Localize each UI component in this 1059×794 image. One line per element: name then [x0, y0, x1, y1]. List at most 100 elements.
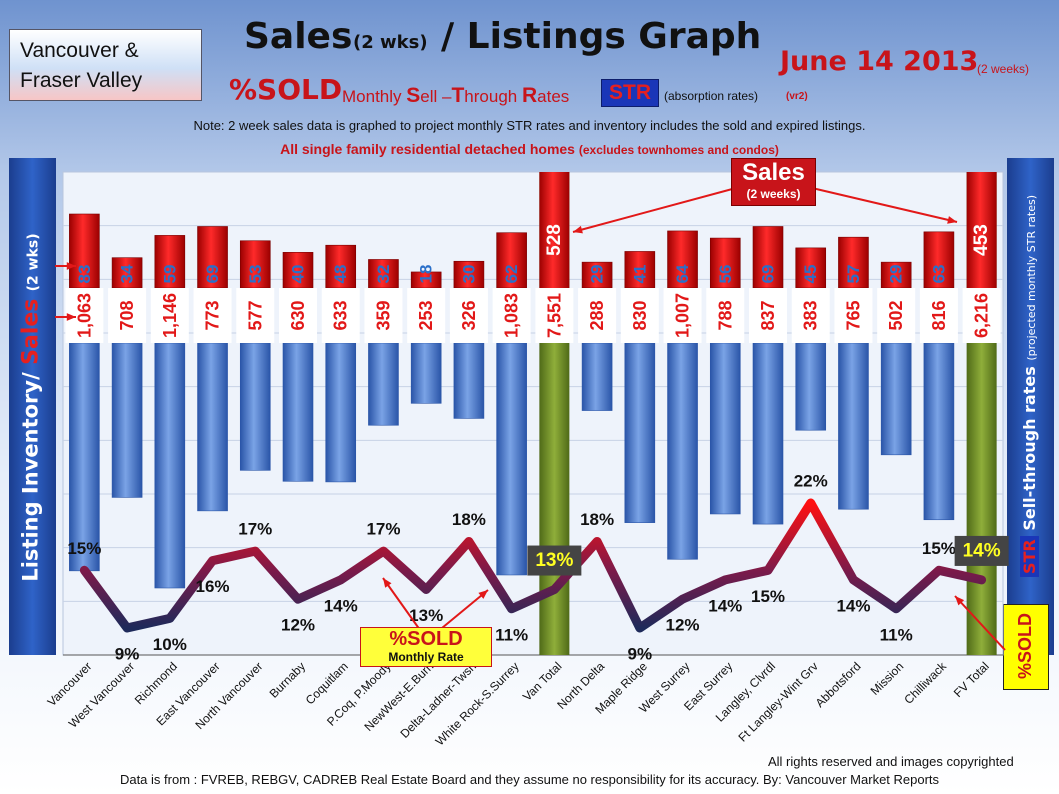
- sales-value-label: 69: [759, 265, 778, 284]
- str-value-label: 11%: [495, 625, 528, 644]
- sales-bar: [69, 213, 100, 289]
- callout-arrowhead: [573, 225, 583, 234]
- str-value-label: 15%: [751, 587, 785, 606]
- str-value-label: 18%: [580, 510, 614, 529]
- sales-value-label: 29: [887, 265, 906, 284]
- inventory-value-label: 1,007: [673, 293, 693, 338]
- category-label: Chilliwack: [901, 659, 949, 707]
- sold-rate-legend-title: %SOLD: [389, 628, 463, 650]
- sales-value-label: 18: [417, 265, 436, 284]
- sales-bar: [325, 244, 357, 289]
- sales-bar: [966, 172, 997, 288]
- inventory-bar: [581, 342, 613, 411]
- sales-bar: [581, 261, 613, 289]
- str-value-label: 17%: [238, 520, 272, 539]
- sold-rate-legend: %SOLD Monthly Rate: [360, 627, 492, 667]
- inventory-label-bg: [706, 288, 745, 343]
- sales-callout: Sales (2 weeks): [731, 158, 816, 206]
- subtitle-s: S: [406, 84, 421, 107]
- sales-value-label: 56: [716, 265, 735, 284]
- sales-bar: [111, 257, 143, 289]
- str-value-label: 13%: [535, 550, 573, 571]
- inventory-value-label: 288: [587, 300, 607, 330]
- inventory-label-bg: [877, 288, 916, 343]
- subtitle-ates: ates: [537, 87, 570, 106]
- callout-arrow: [572, 187, 737, 233]
- inventory-value-label: 253: [416, 300, 436, 330]
- inventory-value-label: 765: [843, 300, 863, 330]
- sales-bar: [923, 231, 955, 289]
- str-value-label: 10%: [153, 635, 187, 654]
- inventory-label-bg: [919, 288, 958, 343]
- inventory-value-label: 577: [245, 300, 265, 330]
- title-period: (2 wks): [353, 32, 428, 53]
- inventory-bar: [709, 342, 741, 515]
- inventory-value-label: 630: [288, 300, 308, 330]
- str-value-label: 15%: [922, 539, 956, 558]
- str-value-label: 9%: [115, 645, 140, 664]
- str-value-label: 11%: [880, 625, 913, 644]
- sales-value-label: 29: [588, 265, 607, 284]
- inventory-label-bg: [535, 288, 574, 343]
- sales-value-label: 453: [971, 224, 992, 256]
- str-value-label: 12%: [666, 616, 700, 635]
- inventory-value-label: 830: [630, 300, 650, 330]
- scope-detail: (excludes townhomes and condos): [578, 143, 779, 157]
- sales-bar: [752, 226, 784, 289]
- inventory-value-label: 788: [715, 300, 735, 330]
- subtitle-sell-through: Monthly Sell –Through Rates: [342, 84, 569, 108]
- inventory-label-bg: [279, 288, 317, 343]
- sales-bar: [282, 252, 314, 289]
- category-label: White Rock-S.Surrey: [433, 659, 522, 748]
- category-label: Mission: [868, 659, 907, 698]
- source-text: Data is from : FVREB, REBGV, CADREB Real…: [119, 772, 940, 787]
- report-date: June 14 2013: [780, 46, 979, 77]
- inventory-label-bg: [962, 288, 1001, 343]
- callout-arrowhead: [478, 590, 488, 599]
- inventory-value-label: 326: [459, 300, 479, 330]
- note-text: Note: 2 week sales data is graphed to pr…: [193, 118, 866, 133]
- subtitle-version: (vr2): [786, 91, 808, 102]
- inventory-bar: [325, 342, 357, 483]
- inventory-value-label: 1,146: [160, 293, 180, 338]
- sold-rate-legend-sub: Monthly Rate: [388, 650, 464, 664]
- chart-callout-arrows: [55, 187, 1006, 651]
- inventory-bar: [496, 342, 527, 576]
- subtitle-monthly: Monthly: [342, 87, 402, 106]
- sales-bar: [838, 236, 869, 289]
- sales-value-label: 63: [929, 265, 948, 284]
- sales-bar: [496, 232, 527, 289]
- callout-arrowhead: [955, 596, 965, 606]
- sales-value-label: 40: [289, 265, 308, 284]
- subtitle-absorption: (absorption rates): [664, 89, 759, 103]
- str-value-label: 14%: [836, 596, 870, 615]
- inventory-bar: [197, 342, 228, 512]
- callout-arrow: [811, 187, 958, 223]
- scope-text: All single family residential detached h…: [0, 141, 1059, 157]
- sales-value-label: 53: [246, 265, 265, 284]
- callout-arrow: [382, 577, 421, 631]
- str-value-label: 12%: [281, 616, 315, 635]
- inventory-value-label: 7,551: [544, 293, 564, 338]
- chart-str-line: 15% 9% 10% 16% 17% 12% 14% 17% 13% 18% 11% 13% 18% 9%…: [67, 472, 1009, 664]
- inventory-label-bg: [749, 288, 787, 343]
- inventory-bar: [667, 342, 698, 560]
- inventory-label-bg: [834, 288, 873, 343]
- subtitle-hrough: hrough: [464, 87, 518, 106]
- inventory-label-bg: [364, 288, 403, 343]
- callout-arrowhead: [66, 262, 76, 270]
- inventory-bar: [111, 342, 143, 498]
- sales-value-label: 69: [203, 265, 222, 284]
- sales-callout-sub: (2 weeks): [746, 187, 801, 201]
- inventory-bar: [880, 342, 912, 456]
- inventory-label-bg: [321, 288, 360, 343]
- sales-bar: [239, 240, 271, 289]
- inventory-label-bg: [193, 288, 232, 343]
- scope-main: All single family residential detached h…: [280, 141, 575, 157]
- category-label: Van Total: [520, 659, 565, 704]
- category-label: Delta-Ladner-Twsn: [397, 659, 479, 741]
- callout-arrow: [441, 589, 489, 629]
- inventory-value-label: 1,083: [502, 293, 522, 338]
- inventory-value-label: 837: [758, 300, 778, 330]
- category-label: Abbotsford: [813, 659, 864, 710]
